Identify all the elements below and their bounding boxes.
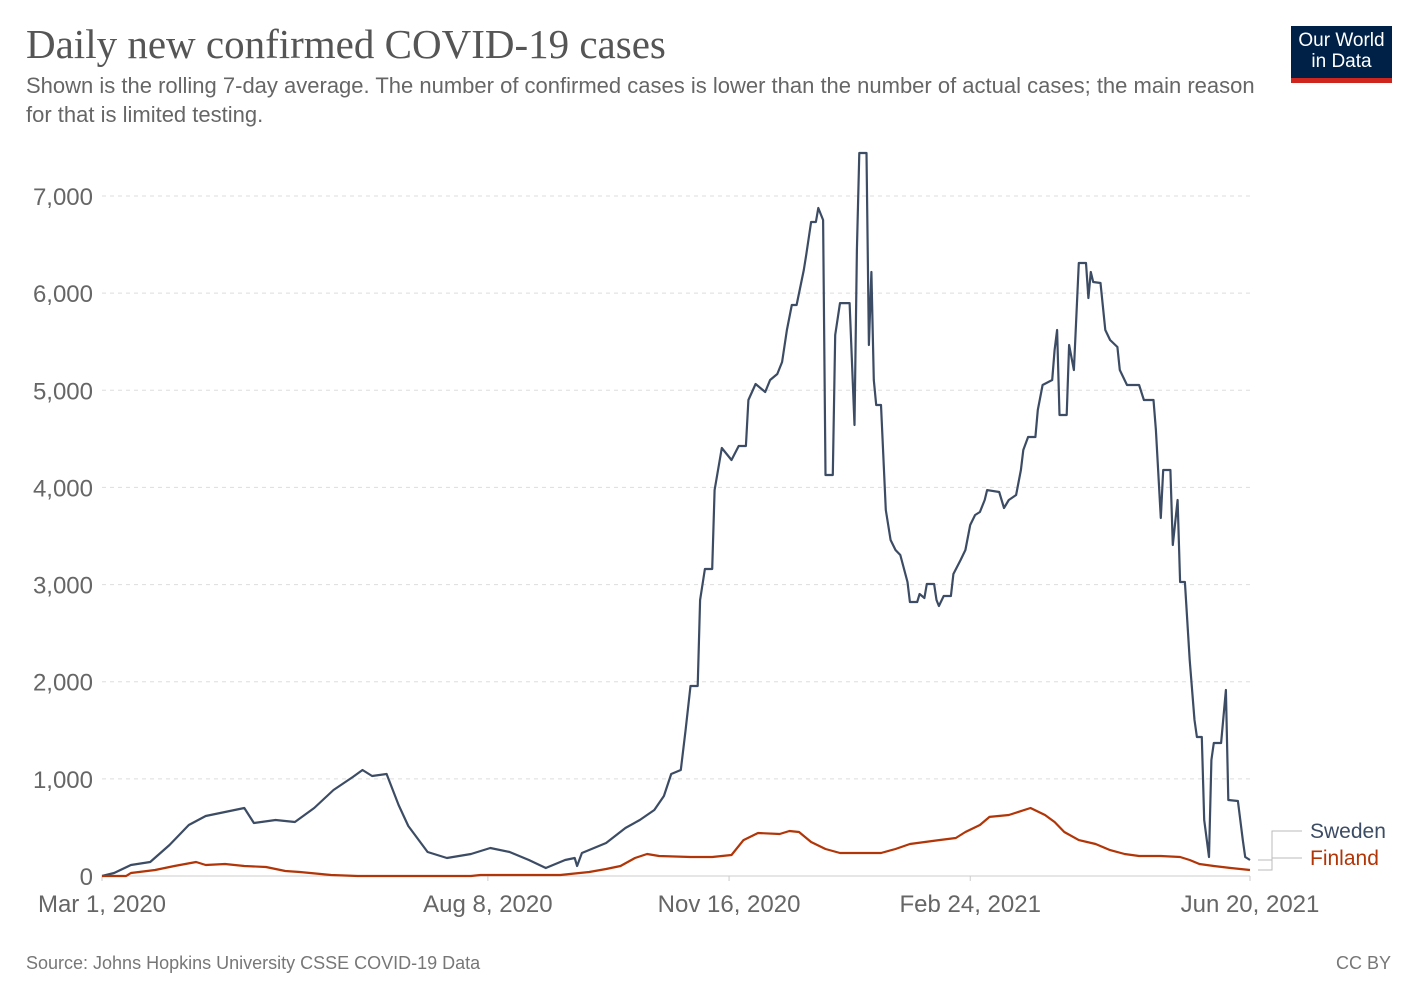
logo-text: Our World in Data	[1298, 30, 1385, 72]
x-tick-label: Nov 16, 2020	[658, 891, 801, 918]
y-tick-label: 0	[80, 864, 93, 891]
y-tick-label: 4,000	[33, 475, 93, 502]
series-label-sweden: Sweden	[1310, 820, 1386, 843]
x-tick-label: Aug 8, 2020	[423, 891, 552, 918]
y-tick-label: 6,000	[33, 281, 93, 308]
chart-title: Daily new confirmed COVID-19 cases	[26, 21, 666, 67]
x-tick-label: Feb 24, 2021	[900, 891, 1041, 918]
source-note[interactable]: Source: Johns Hopkins University CSSE CO…	[26, 953, 481, 973]
owid-logo[interactable]: Our World in Data	[1291, 26, 1392, 83]
series-line-finland	[102, 806, 1251, 878]
chart-subtitle: Shown is the rolling 7-day average. The …	[26, 73, 1255, 127]
series-line-sweden	[101, 151, 1251, 878]
y-tick-label: 1,000	[33, 767, 93, 794]
y-tick-label: 2,000	[33, 670, 93, 697]
x-tick-label: Jun 20, 2021	[1181, 891, 1320, 918]
y-tick-label: 3,000	[33, 573, 93, 600]
label-connector	[1258, 857, 1302, 871]
label-connector	[1258, 830, 1302, 861]
x-tick-label: Mar 1, 2020	[38, 891, 166, 918]
series-label-finland: Finland	[1310, 847, 1379, 870]
license-link[interactable]: CC BY	[1335, 953, 1391, 973]
y-tick-label: 5,000	[33, 378, 93, 405]
y-tick-label: 7,000	[33, 184, 93, 211]
